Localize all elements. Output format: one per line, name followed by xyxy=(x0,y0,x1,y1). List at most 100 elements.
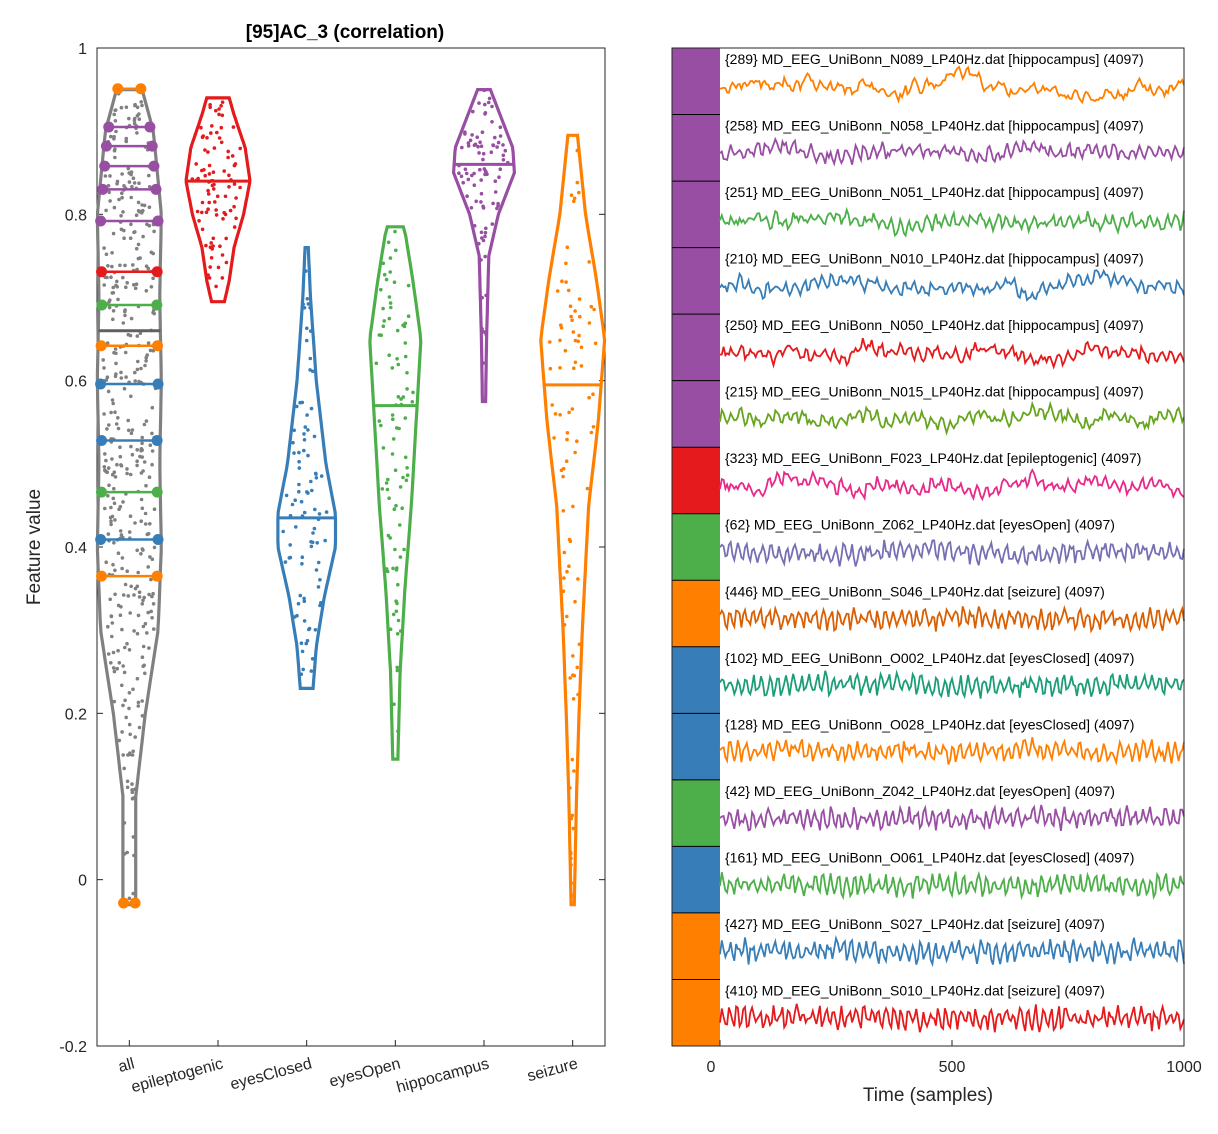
data-point xyxy=(123,350,128,355)
data-point xyxy=(296,601,301,606)
data-point xyxy=(131,891,135,896)
data-point xyxy=(299,499,304,504)
data-point xyxy=(479,191,484,196)
highlight-marker xyxy=(118,897,130,909)
data-point xyxy=(569,816,574,821)
highlight-marker xyxy=(152,378,164,390)
time-series-traces: {289} MD_EEG_UniBonn_N089_LP40Hz.dat [hi… xyxy=(719,51,1185,1033)
data-point xyxy=(559,323,563,328)
data-point xyxy=(131,796,136,800)
data-point xyxy=(382,319,387,323)
data-point xyxy=(562,576,566,580)
data-point xyxy=(411,390,415,395)
data-point xyxy=(111,401,115,406)
data-point xyxy=(128,333,133,338)
data-point xyxy=(203,173,207,178)
data-point xyxy=(388,270,393,274)
highlight-marker xyxy=(112,83,124,95)
data-point xyxy=(104,560,108,564)
data-point xyxy=(209,131,213,135)
time-tick-label: 1000 xyxy=(1166,1059,1202,1076)
data-point xyxy=(145,353,149,357)
data-point xyxy=(119,533,124,537)
data-point xyxy=(119,463,123,467)
data-point xyxy=(396,729,400,734)
data-point xyxy=(110,634,114,639)
data-point xyxy=(114,361,118,366)
data-point xyxy=(111,666,116,670)
data-point xyxy=(137,181,141,185)
data-point xyxy=(140,699,144,703)
x-tick-label-seizure: seizure xyxy=(525,1055,579,1085)
data-point xyxy=(380,487,385,491)
data-point xyxy=(122,236,126,240)
data-point xyxy=(108,515,113,520)
data-point xyxy=(572,199,576,203)
data-point xyxy=(130,753,135,757)
data-point xyxy=(121,664,125,668)
eeg-trace xyxy=(719,934,1185,968)
data-point xyxy=(495,206,499,211)
data-point xyxy=(128,732,132,737)
highlight-marker xyxy=(152,215,164,227)
data-point xyxy=(118,613,123,617)
data-point xyxy=(133,521,137,525)
data-point xyxy=(149,609,153,614)
data-point xyxy=(217,136,222,140)
data-point xyxy=(126,594,131,598)
data-point xyxy=(140,547,145,551)
data-point xyxy=(384,481,389,485)
trace-label: {427} MD_EEG_UniBonn_S027_LP40Hz.dat [se… xyxy=(725,916,1105,932)
data-point xyxy=(550,403,554,407)
data-point xyxy=(559,468,564,473)
data-point xyxy=(200,200,205,205)
data-point xyxy=(113,410,117,415)
data-point xyxy=(405,466,409,470)
class-band xyxy=(672,513,720,581)
data-point xyxy=(480,329,484,334)
data-point xyxy=(299,672,304,676)
data-point xyxy=(121,753,125,757)
y-tick-label: 0.8 xyxy=(65,207,87,224)
data-point xyxy=(110,621,115,625)
data-point xyxy=(469,206,474,210)
data-point xyxy=(109,519,113,523)
data-point xyxy=(140,602,145,606)
trace-label: {289} MD_EEG_UniBonn_N089_LP40Hz.dat [hi… xyxy=(725,51,1144,67)
data-point xyxy=(403,416,408,420)
data-point xyxy=(126,418,130,423)
data-point xyxy=(304,269,308,273)
data-point xyxy=(297,489,301,494)
data-point xyxy=(306,302,311,306)
data-point xyxy=(401,475,405,480)
data-point xyxy=(562,623,567,627)
data-point xyxy=(587,260,591,264)
data-point xyxy=(109,275,113,280)
data-point xyxy=(385,487,390,492)
data-point xyxy=(570,813,575,818)
data-point xyxy=(122,184,126,188)
data-point xyxy=(109,522,113,527)
data-point xyxy=(119,370,123,375)
data-point xyxy=(207,163,212,168)
violin-bodies xyxy=(95,83,607,909)
data-point xyxy=(302,448,306,453)
trace-label: {258} MD_EEG_UniBonn_N058_LP40Hz.dat [hi… xyxy=(725,118,1144,134)
data-point xyxy=(116,648,120,653)
data-point xyxy=(316,585,321,589)
data-point xyxy=(570,757,575,762)
data-point xyxy=(317,512,322,516)
data-point xyxy=(324,510,329,514)
data-point xyxy=(125,467,129,471)
data-point xyxy=(121,210,125,214)
eeg-trace xyxy=(719,604,1185,634)
data-point xyxy=(388,627,393,631)
data-point xyxy=(312,526,317,531)
data-point xyxy=(206,188,210,193)
data-point xyxy=(315,541,320,545)
data-point xyxy=(482,88,487,93)
data-point xyxy=(309,544,314,549)
data-point xyxy=(127,180,132,184)
data-point xyxy=(587,395,591,400)
data-point xyxy=(305,413,309,417)
